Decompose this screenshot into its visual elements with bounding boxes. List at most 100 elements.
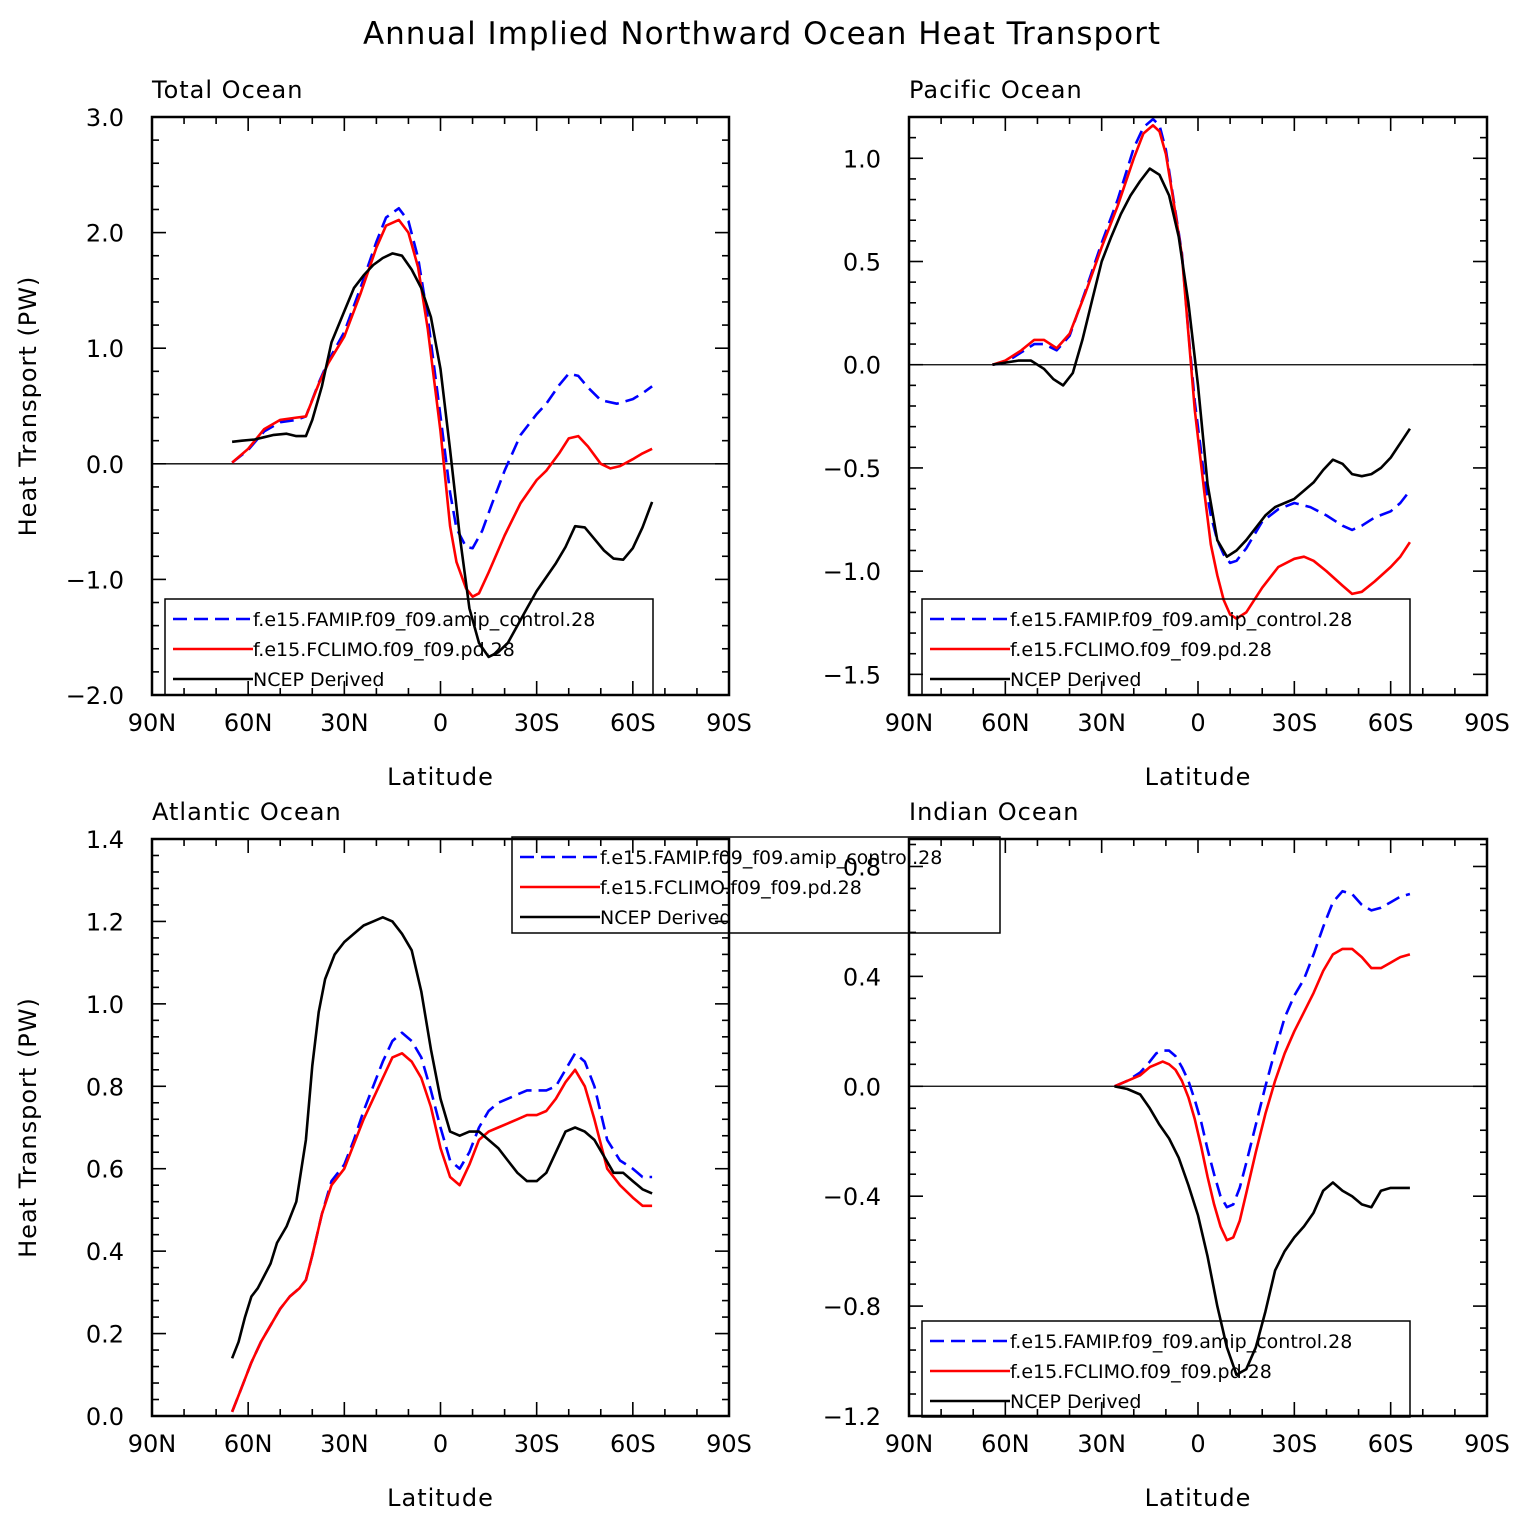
indian-ocean-line-f-e15-fclimo-f09-f09-pd-28 [1113,947,1411,1242]
total-ocean-line-f-e15-fclimo-f09-f09-pd-28 [231,218,653,599]
indian-ocean-legend: f.e15.FAMIP.f09_f09.amip_control.28 f.e15… [921,1320,1411,1418]
pacific-ocean-xlabel: Latitude [1145,763,1252,791]
pacific-ocean-line-ncep-derived [992,167,1411,559]
atlantic-ocean-xtick-label: 0 [433,1430,448,1458]
indian-ocean-xtick-label: 0 [1190,1430,1205,1458]
pacific-ocean-ytick-label: 0.0 [843,352,881,380]
figure-title: Annual Implied Northward Ocean Heat Tran… [363,16,1161,52]
total-ocean-xlabel: Latitude [387,763,494,791]
indian-ocean-legend-label: NCEP Derived [1010,1391,1141,1413]
pacific-ocean-legend-label: NCEP Derived [1010,669,1141,691]
atlantic-ocean-legend-label: f.e15.FAMIP.f09_f09.amip_control.28 [600,847,942,869]
pacific-ocean-xtick-label: 30N [1077,709,1126,737]
pacific-ocean-legend: f.e15.FAMIP.f09_f09.amip_control.28 f.e15… [921,598,1411,696]
pacific-ocean-ytick-label: 1.0 [843,145,881,173]
indian-ocean-xtick-label: 90N [885,1430,934,1458]
pacific-ocean-ytick-label: 0.5 [843,249,881,277]
total-ocean-ylabel: Heat Transport (PW) [14,276,42,537]
indian-ocean-legend-label: f.e15.FAMIP.f09_f09.amip_control.28 [1010,1331,1352,1353]
atlantic-ocean-legend-label: f.e15.FCLIMO.f09_f09.pd.28 [600,877,862,899]
atlantic-ocean-ylabel: Heat Transport (PW) [14,997,42,1258]
total-ocean-legend-label: f.e15.FAMIP.f09_f09.amip_control.28 [253,609,595,631]
atlantic-ocean-xlabel: Latitude [387,1484,494,1512]
pacific-ocean-panel: Pacific Ocean 90N 60N 30N 0 30S 60S 90S Latitude… [823,76,1510,791]
atlantic-ocean-line-f-e15-famip-f09-f09-amip-control-28 [230,1031,653,1413]
total-ocean-xtick-label: 60S [610,709,656,737]
total-ocean-ytick-label: 0.0 [86,451,124,479]
atlantic-ocean-xtick-label: 90N [128,1430,177,1458]
total-ocean-legend-box [164,598,654,696]
indian-ocean-ytick-label: −0.8 [823,1293,881,1321]
indian-ocean-title: Indian Ocean [909,798,1080,826]
atlantic-ocean-ytick-label: 1.4 [86,826,124,854]
atlantic-ocean-line-ncep-derived [230,915,653,1359]
indian-ocean-xtick-label: 60N [981,1430,1030,1458]
indian-ocean-xtick-label: 90S [1464,1430,1510,1458]
atlantic-ocean-legend-label: NCEP Derived [600,907,731,929]
pacific-ocean-line-f-e15-fclimo-f09-f09-pd-28 [992,124,1411,620]
total-ocean-xtick-label: 0 [433,709,448,737]
total-ocean-legend-label: f.e15.FCLIMO.f09_f09.pd.28 [253,639,515,661]
indian-ocean-xtick-label: 30N [1077,1430,1126,1458]
indian-ocean-ytick-label: 0.8 [843,853,881,881]
indian-ocean-legend-box [921,1320,1411,1418]
pacific-ocean-legend-label: f.e15.FCLIMO.f09_f09.pd.28 [1010,639,1272,661]
atlantic-ocean-line-f-e15-fclimo-f09-f09-pd-28 [230,1052,653,1413]
total-ocean-xtick-label: 90S [706,709,752,737]
pacific-ocean-legend-box [921,598,1411,696]
indian-ocean-xtick-label: 30S [1271,1430,1317,1458]
atlantic-ocean-xtick-label: 30N [320,1430,369,1458]
total-ocean-xtick-label: 30S [514,709,560,737]
indian-ocean-xlabel: Latitude [1145,1484,1252,1512]
pacific-ocean-xtick-label: 0 [1190,709,1205,737]
total-ocean-line-f-e15-famip-f09-f09-amip-control-28 [231,207,653,550]
atlantic-ocean-ytick-label: 0.6 [86,1156,124,1184]
atlantic-ocean-ytick-label: 0.8 [86,1073,124,1101]
total-ocean-ytick-label: 2.0 [86,220,124,248]
atlantic-ocean-ytick-label: 0.0 [86,1403,124,1431]
total-ocean-legend: f.e15.FAMIP.f09_f09.amip_control.28 f.e15… [164,598,654,696]
pacific-ocean-xtick-label: 60N [981,709,1030,737]
indian-ocean-ytick-label: 0.0 [843,1073,881,1101]
pacific-ocean-xtick-label: 60S [1368,709,1414,737]
pacific-ocean-xtick-label: 90N [885,709,934,737]
indian-ocean-ytick-label: −0.4 [823,1183,881,1211]
atlantic-ocean-title: Atlantic Ocean [152,798,342,826]
total-ocean-xtick-label: 90N [128,709,177,737]
atlantic-ocean-ytick-label: 1.2 [86,908,124,936]
total-ocean-legend-label: NCEP Derived [253,669,384,691]
total-ocean-panel: Total Ocean 90N 60N 30N 0 30S 60S 90S Latitude −2… [14,76,752,791]
atlantic-ocean-ytick-label: 0.4 [86,1238,124,1266]
indian-ocean-ytick-label: 0.4 [843,963,881,991]
indian-ocean-line-f-e15-famip-f09-f09-amip-control-28 [1113,889,1411,1209]
total-ocean-ytick-label: −2.0 [66,682,124,710]
pacific-ocean-legend-label: f.e15.FAMIP.f09_f09.amip_control.28 [1010,609,1352,631]
atlantic-ocean-xtick-label: 90S [706,1430,752,1458]
pacific-ocean-ytick-label: −1.0 [823,558,881,586]
total-ocean-ytick-label: 3.0 [86,104,124,132]
indian-ocean-panel: Indian Ocean 90N 60N 30N 0 30S 60S 90S Latitude −… [823,798,1510,1512]
indian-ocean-xtick-label: 60S [1368,1430,1414,1458]
panels: Total Ocean 90N 60N 30N 0 30S 60S 90S Latitude −2… [14,76,1510,1512]
total-ocean-title: Total Ocean [151,76,303,104]
total-ocean-xtick-label: 30N [320,709,369,737]
indian-ocean-legend-label: f.e15.FCLIMO.f09_f09.pd.28 [1010,1361,1272,1383]
pacific-ocean-ytick-label: −0.5 [823,455,881,483]
atlantic-ocean-xtick-label: 60S [610,1430,656,1458]
atlantic-ocean-ytick-label: 0.2 [86,1321,124,1349]
indian-ocean-line-ncep-derived [1114,1085,1410,1377]
total-ocean-xtick-label: 60N [224,709,273,737]
atlantic-ocean-ytick-label: 1.0 [86,991,124,1019]
pacific-ocean-xtick-label: 90S [1464,709,1510,737]
total-ocean-line-ncep-derived [231,252,654,659]
total-ocean-ytick-label: 1.0 [86,335,124,363]
atlantic-ocean-legend: f.e15.FAMIP.f09_f09.amip_control.28 f.e15… [511,836,1001,934]
pacific-ocean-line-f-e15-famip-f09-f09-amip-control-28 [992,117,1411,565]
pacific-ocean-title: Pacific Ocean [909,76,1083,104]
indian-ocean-ytick-label: −1.2 [823,1403,881,1431]
atlantic-ocean-legend-box [511,836,1001,934]
atlantic-ocean-panel: Atlantic Ocean 90N 60N 30N 0 30S 60S 90S Latitud… [14,798,1001,1512]
atlantic-ocean-xtick-label: 30S [514,1430,560,1458]
pacific-ocean-ytick-label: −1.5 [823,661,881,689]
